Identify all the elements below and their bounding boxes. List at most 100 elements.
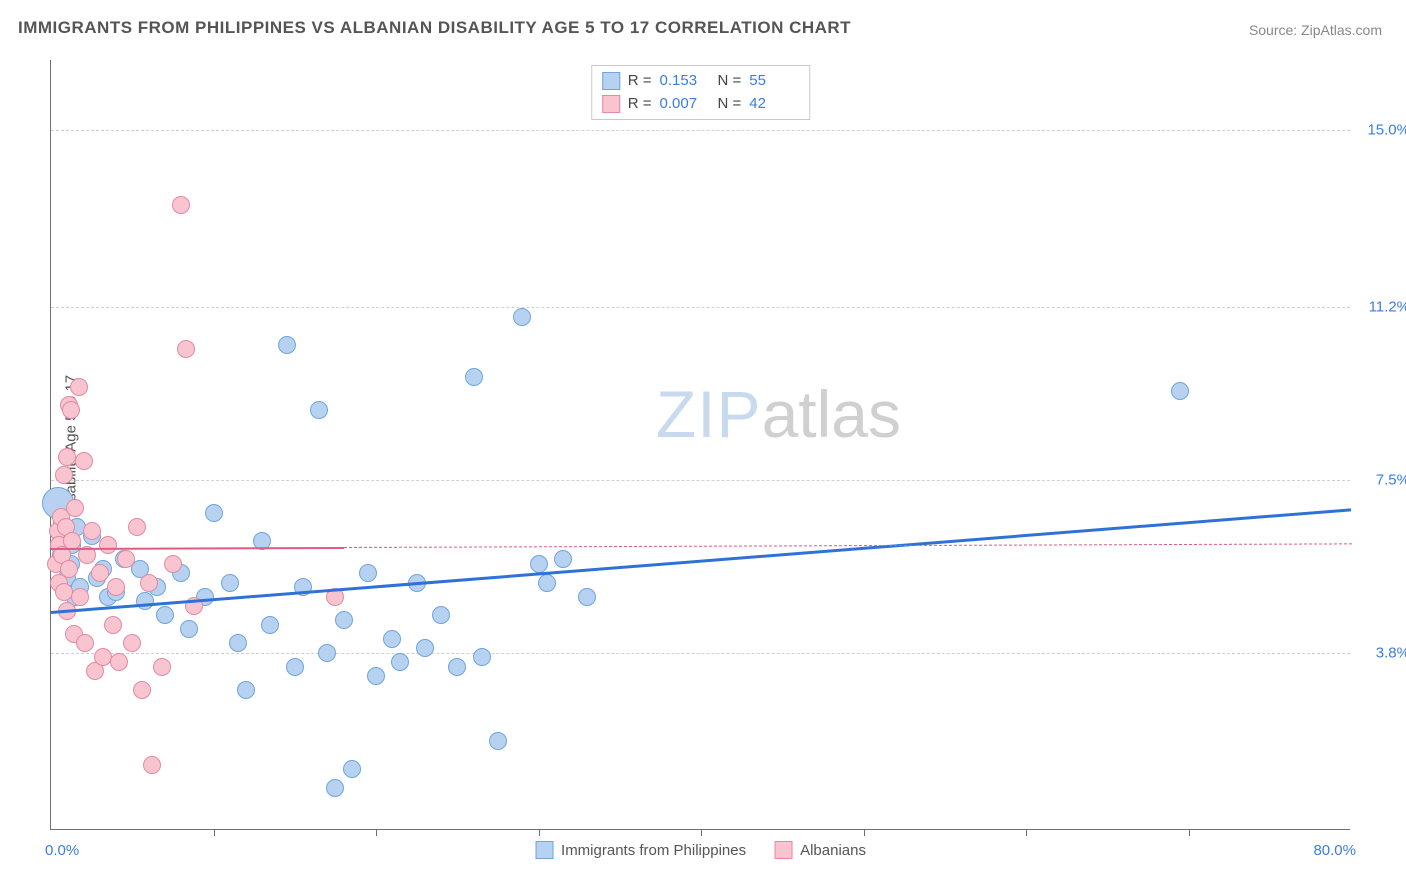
- data-point-albanians: [123, 634, 141, 652]
- watermark-atlas: atlas: [762, 377, 901, 451]
- stats-row-philippines: R = 0.153 N = 55: [602, 70, 800, 93]
- data-point-albanians: [71, 588, 89, 606]
- data-point-philippines: [326, 779, 344, 797]
- data-point-philippines: [383, 630, 401, 648]
- data-point-philippines: [538, 574, 556, 592]
- x-tick: [539, 829, 540, 836]
- watermark-zip: ZIP: [656, 377, 762, 451]
- data-point-philippines: [465, 368, 483, 386]
- legend-item: Immigrants from Philippines: [535, 841, 746, 859]
- legend-swatch: [535, 841, 553, 859]
- stat-n-value: 55: [749, 70, 799, 93]
- x-axis-max-label: 80.0%: [1313, 842, 1356, 859]
- data-point-albanians: [70, 378, 88, 396]
- x-axis-min-label: 0.0%: [45, 842, 79, 859]
- data-point-philippines: [391, 653, 409, 671]
- data-point-philippines: [237, 681, 255, 699]
- stat-r-value: 0.007: [660, 93, 710, 116]
- data-point-philippines: [578, 588, 596, 606]
- data-point-albanians: [94, 648, 112, 666]
- correlation-stats-legend: R = 0.153 N = 55R = 0.007 N = 42: [591, 65, 811, 120]
- x-tick: [701, 829, 702, 836]
- data-point-philippines: [367, 667, 385, 685]
- data-point-albanians: [164, 555, 182, 573]
- gridline: [51, 653, 1350, 654]
- legend-swatch: [602, 95, 620, 113]
- legend-swatch: [602, 72, 620, 90]
- x-tick: [1189, 829, 1190, 836]
- data-point-albanians: [55, 583, 73, 601]
- stat-n-value: 42: [749, 93, 799, 116]
- data-point-albanians: [133, 681, 151, 699]
- data-point-philippines: [432, 606, 450, 624]
- data-point-philippines: [530, 555, 548, 573]
- data-point-albanians: [58, 448, 76, 466]
- data-point-philippines: [513, 308, 531, 326]
- data-point-albanians: [75, 452, 93, 470]
- data-point-albanians: [60, 560, 78, 578]
- data-point-albanians: [177, 340, 195, 358]
- data-point-philippines: [318, 644, 336, 662]
- series-legend: Immigrants from Philippines Albanians: [535, 841, 866, 859]
- gridline: [51, 480, 1350, 481]
- stat-n-label: N =: [718, 70, 742, 93]
- data-point-albanians: [110, 653, 128, 671]
- gridline: [51, 307, 1350, 308]
- x-tick: [1026, 829, 1027, 836]
- legend-swatch: [774, 841, 792, 859]
- data-point-albanians: [83, 522, 101, 540]
- source-attribution: Source: ZipAtlas.com: [1249, 22, 1382, 38]
- data-point-philippines: [286, 658, 304, 676]
- stats-row-albanians: R =0.007N =42: [602, 93, 800, 116]
- y-tick-label: 11.2%: [1369, 299, 1406, 316]
- data-point-philippines: [416, 639, 434, 657]
- gridline: [51, 130, 1350, 131]
- data-point-albanians: [55, 466, 73, 484]
- legend-label: Albanians: [800, 842, 866, 859]
- y-tick-label: 3.8%: [1376, 644, 1406, 661]
- x-tick: [376, 829, 377, 836]
- data-point-philippines: [359, 564, 377, 582]
- data-point-albanians: [66, 499, 84, 517]
- data-point-albanians: [128, 518, 146, 536]
- data-point-philippines: [489, 732, 507, 750]
- data-point-albanians: [91, 564, 109, 582]
- stat-r-label: R =: [628, 93, 652, 116]
- data-point-philippines: [554, 550, 572, 568]
- y-tick-label: 7.5%: [1376, 472, 1406, 489]
- x-tick: [214, 829, 215, 836]
- data-point-philippines: [156, 606, 174, 624]
- chart-plot-area: Disability Age 5 to 17 0.0% 80.0% ZIPatl…: [50, 60, 1350, 830]
- data-point-philippines: [205, 504, 223, 522]
- data-point-philippines: [261, 616, 279, 634]
- trendline: [51, 508, 1351, 613]
- data-point-albanians: [99, 536, 117, 554]
- stat-r-value: 0.153: [660, 70, 710, 93]
- legend-item: Albanians: [774, 841, 866, 859]
- data-point-philippines: [229, 634, 247, 652]
- data-point-philippines: [1171, 382, 1189, 400]
- chart-title: IMMIGRANTS FROM PHILIPPINES VS ALBANIAN …: [18, 18, 851, 38]
- data-point-philippines: [473, 648, 491, 666]
- data-point-albanians: [143, 756, 161, 774]
- data-point-albanians: [76, 634, 94, 652]
- data-point-philippines: [180, 620, 198, 638]
- data-point-philippines: [221, 574, 239, 592]
- y-tick-label: 15.0%: [1367, 122, 1406, 139]
- trendline-extrapolated: [343, 543, 1350, 548]
- data-point-albanians: [172, 196, 190, 214]
- data-point-albanians: [107, 578, 125, 596]
- data-point-albanians: [153, 658, 171, 676]
- legend-label: Immigrants from Philippines: [561, 842, 746, 859]
- x-tick: [864, 829, 865, 836]
- data-point-philippines: [448, 658, 466, 676]
- data-point-albanians: [104, 616, 122, 634]
- data-point-albanians: [140, 574, 158, 592]
- data-point-philippines: [335, 611, 353, 629]
- data-point-philippines: [343, 760, 361, 778]
- trendline: [51, 547, 344, 550]
- watermark: ZIPatlas: [656, 376, 901, 452]
- stat-r-label: R =: [628, 70, 652, 93]
- data-point-philippines: [310, 401, 328, 419]
- data-point-albanians: [62, 401, 80, 419]
